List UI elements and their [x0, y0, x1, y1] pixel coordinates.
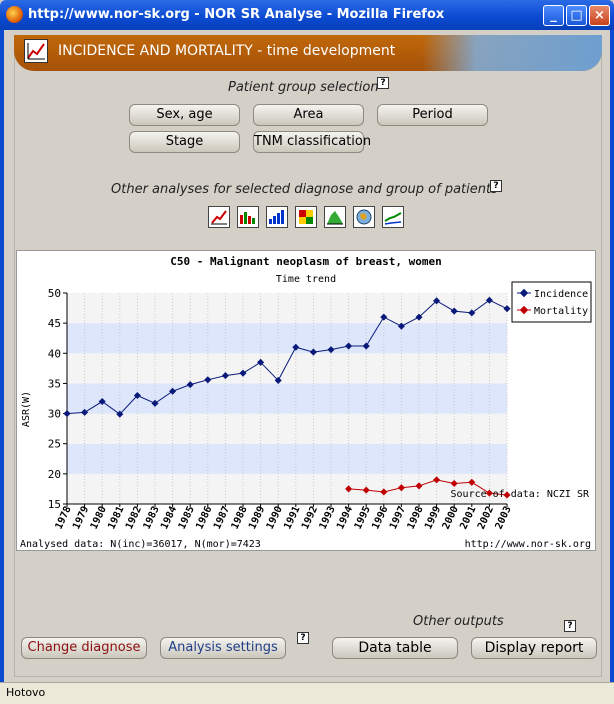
chart-point-mortality [433, 476, 441, 484]
chart-point-mortality [485, 489, 493, 497]
chart-point-incidence [239, 369, 247, 377]
chart-subtitle: Time trend [276, 274, 336, 285]
chart-band [67, 293, 507, 324]
chart-source-note: Source of data: NCZI SR [451, 489, 590, 500]
stage-button[interactable]: Stage [129, 131, 240, 153]
analysis-settings-button[interactable]: Analysis settings [160, 637, 286, 659]
bar-chart-icon[interactable] [266, 206, 288, 228]
chart-ytick-label: 35 [48, 377, 61, 390]
chart-ytick-label: 25 [48, 438, 61, 451]
chart-point-incidence [345, 342, 353, 350]
period-button[interactable]: Period [377, 104, 488, 126]
chart-band [67, 413, 507, 444]
patient-group-title: Patient group selection [228, 80, 379, 95]
table-grid-icon[interactable] [295, 206, 317, 228]
firefox-icon [6, 6, 23, 23]
display-report-button[interactable]: Display report [471, 637, 597, 659]
patient-group-help-icon[interactable]: ? [377, 77, 389, 89]
chart-ytick-label: 30 [48, 408, 61, 421]
status-text: Hotovo [6, 686, 46, 699]
chart-point-incidence [415, 313, 423, 321]
chart-point-mortality [362, 486, 370, 494]
chart-svg: C50 - Malignant neoplasm of breast, wome… [20, 255, 592, 550]
chart-point-mortality [415, 482, 423, 490]
chart-point-incidence [309, 348, 317, 356]
window-titlebar: http://www.nor-sk.org - NOR SR Analyse -… [0, 0, 614, 30]
close-button[interactable]: × [589, 5, 610, 26]
chart-point-mortality [380, 488, 388, 496]
chart-footer-left: Analysed data: N(inc)=36017, N(mor)=7423 [20, 539, 261, 550]
chart-series-line-incidence [66, 299, 508, 415]
chart-point-mortality [503, 491, 511, 499]
chart-point-incidence [151, 399, 159, 407]
data-table-button[interactable]: Data table [332, 637, 458, 659]
chart-xtick-label: 2003 [494, 505, 514, 531]
bar-histogram-icon[interactable] [237, 206, 259, 228]
analysis-settings-help-icon[interactable]: ? [297, 632, 309, 644]
chart-ytick-label: 50 [48, 287, 61, 300]
line-chart-icon [24, 39, 48, 63]
other-analyses-title: Other analyses for selected diagnose and… [111, 182, 498, 197]
chart-point-incidence [397, 322, 405, 330]
chart-point-incidence [116, 410, 124, 418]
chart-point-incidence [380, 313, 388, 321]
chart-band [67, 473, 507, 504]
chart-point-mortality [450, 479, 458, 488]
chart-point-incidence [169, 387, 177, 395]
chart-band [67, 353, 507, 384]
chart-series-line-mortality [348, 479, 508, 496]
chart-point-mortality [397, 484, 405, 492]
change-diagnose-button[interactable]: Change diagnose [21, 637, 147, 659]
chart-footer-right: http://www.nor-sk.org [465, 539, 591, 550]
chart-point-incidence [362, 342, 370, 350]
page-title: INCIDENCE AND MORTALITY - time developme… [58, 43, 396, 59]
maximize-button[interactable]: □ [566, 5, 587, 26]
status-bar: Hotovo [0, 682, 614, 704]
chart-point-incidence [503, 305, 511, 313]
trend-chart-icon[interactable] [382, 206, 404, 228]
chart-ytick-label: 40 [48, 347, 61, 360]
chart-legend: Incidence Mortality [511, 281, 592, 323]
area-chart-icon[interactable] [324, 206, 346, 228]
area-button[interactable]: Area [253, 104, 364, 126]
tnm-classification-button[interactable]: TNM classification [253, 131, 371, 153]
chart-point-incidence [485, 296, 493, 304]
chart-point-mortality [468, 478, 476, 486]
other-analyses-help-icon[interactable]: ? [490, 180, 502, 192]
chart-point-incidence [327, 346, 335, 354]
chart-ylabel: ASR(W) [21, 391, 32, 427]
window-title: http://www.nor-sk.org - NOR SR Analyse -… [28, 7, 445, 22]
chart-ytick-label: 15 [48, 498, 61, 511]
chart-container: C50 - Malignant neoplasm of breast, wome… [16, 250, 596, 551]
chart-title: C50 - Malignant neoplasm of breast, wome… [170, 255, 442, 268]
chart-point-incidence [257, 358, 265, 366]
chart-ytick-label: 20 [48, 468, 61, 481]
chart-point-incidence [292, 343, 300, 351]
page-header: INCIDENCE AND MORTALITY - time developme… [14, 35, 602, 71]
chart-band [67, 443, 507, 474]
chart-point-incidence [468, 309, 476, 317]
other-outputs-title: Other outputs [413, 614, 504, 629]
legend-mortality: Mortality [534, 306, 588, 317]
map-globe-icon[interactable] [353, 206, 375, 228]
chart-point-mortality [345, 485, 353, 493]
chart-ytick-label: 45 [48, 317, 61, 330]
legend-incidence: Incidence [534, 289, 588, 300]
other-outputs-help-icon[interactable]: ? [564, 620, 576, 632]
sex-age-button[interactable]: Sex, age [129, 104, 240, 126]
chart-point-incidence [133, 391, 141, 400]
map-decoration [422, 35, 602, 71]
line-chart-icon[interactable] [208, 206, 230, 228]
chart-point-incidence [221, 372, 229, 380]
chart-point-incidence [98, 397, 106, 406]
chart-point-incidence [186, 381, 194, 389]
chart-point-incidence [204, 376, 212, 384]
chart-band [67, 323, 507, 354]
minimize-button[interactable]: _ [543, 5, 564, 26]
chart-band [67, 383, 507, 414]
